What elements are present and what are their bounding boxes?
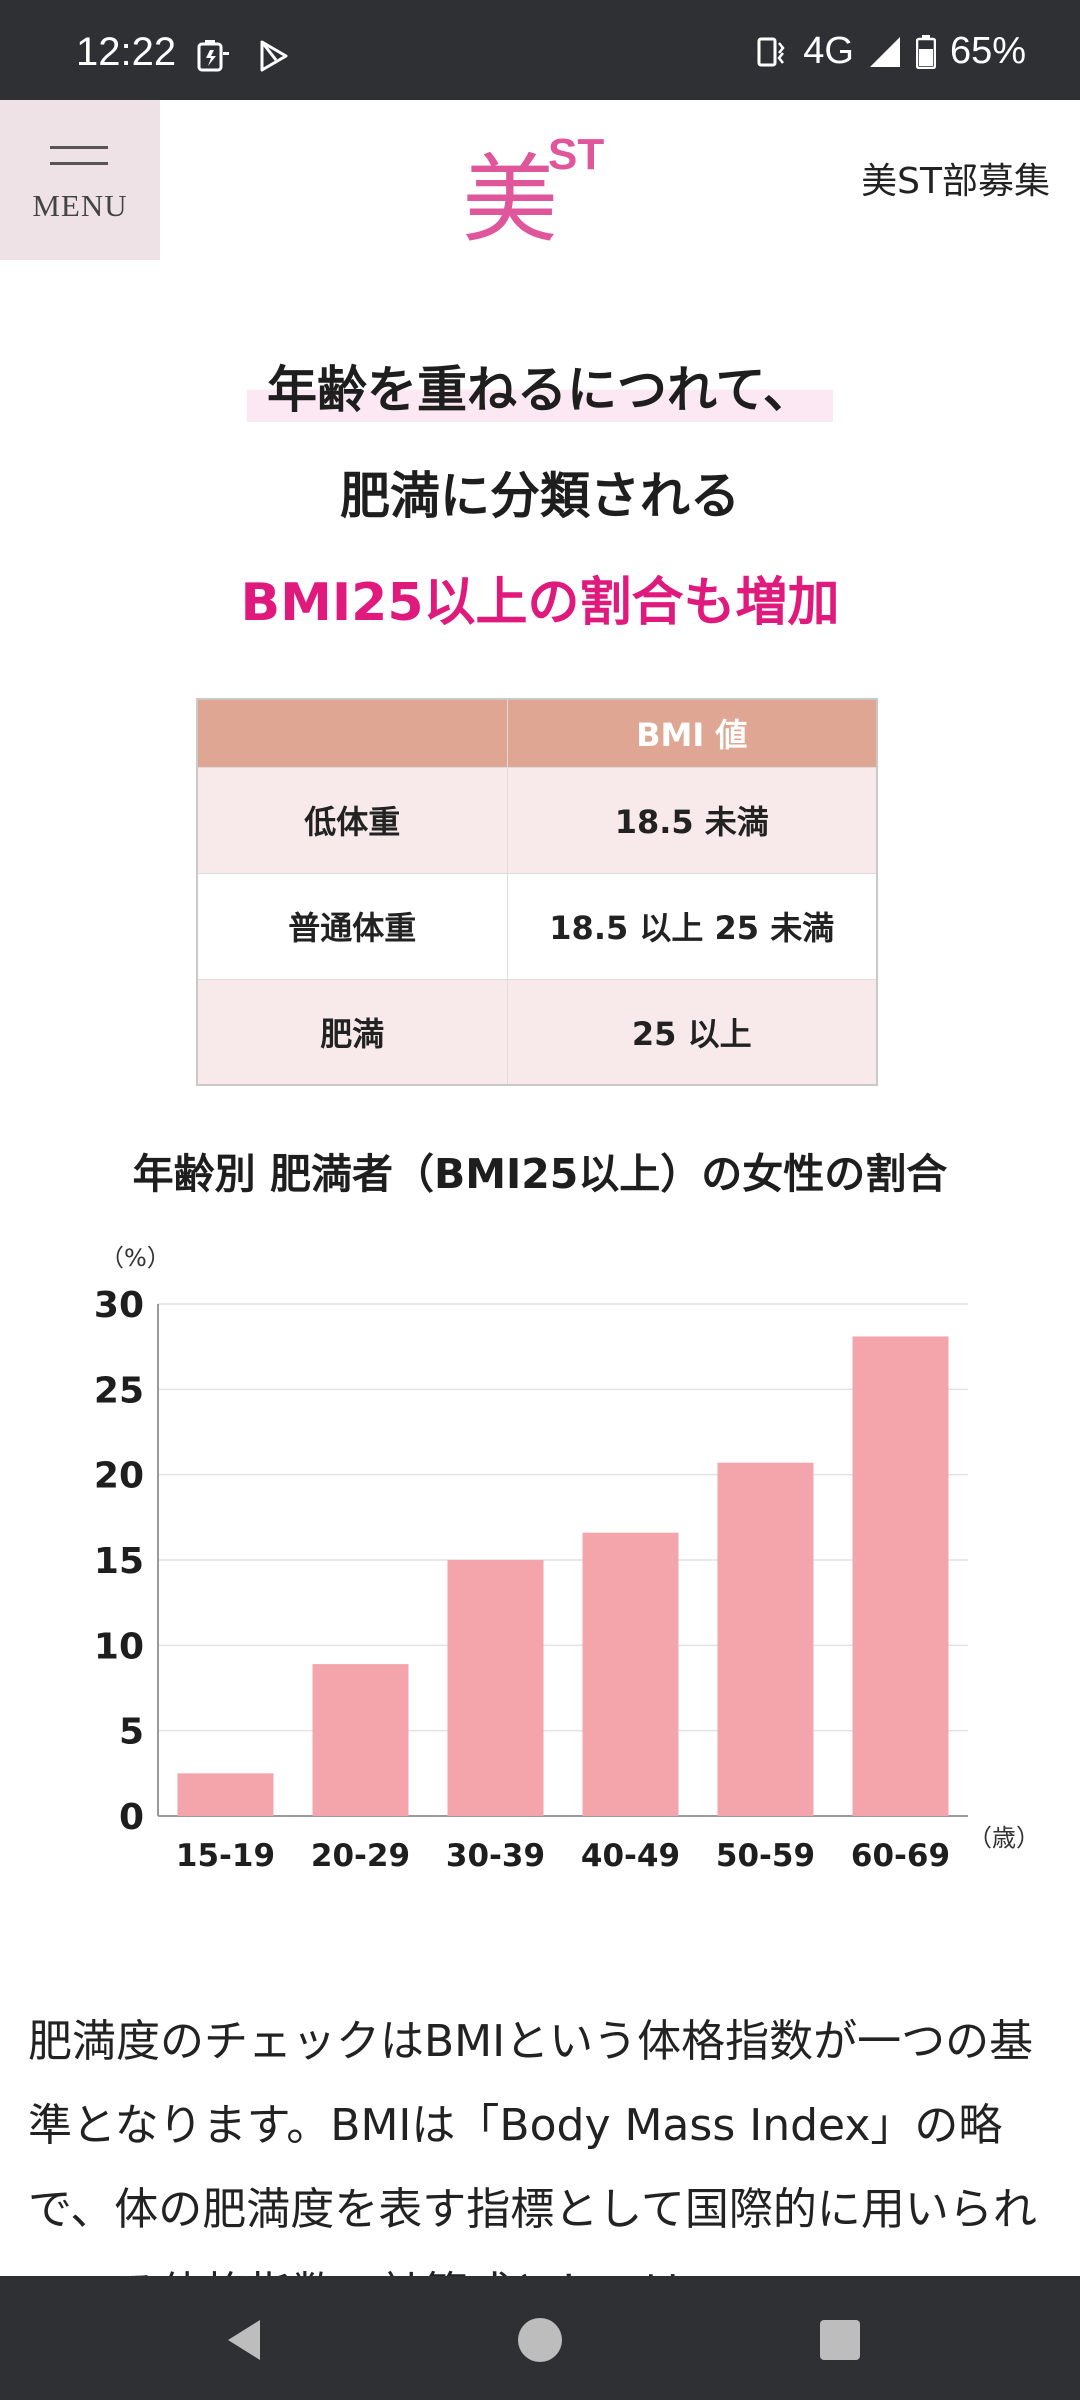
menu-label: MENU	[32, 188, 128, 223]
y-tick-label: 25	[94, 1370, 144, 1411]
hamburger-icon-line	[50, 162, 108, 165]
system-nav-bar	[0, 2276, 1080, 2400]
table-header-cell	[196, 698, 508, 768]
status-time: 12:22	[76, 30, 177, 74]
table-header-row: BMI 値	[196, 698, 878, 768]
table-cell-category: 肥満	[196, 978, 508, 1086]
y-tick-label: 15	[94, 1541, 144, 1582]
status-right: 4G 65%	[755, 30, 1026, 73]
recent-apps-icon[interactable]	[820, 2320, 860, 2360]
logo-kanji: 美	[462, 144, 558, 256]
recruit-link[interactable]: 美ST部募集	[861, 161, 1050, 202]
table-header-cell: BMI 値	[506, 698, 878, 768]
table-row: 普通体重 18.5 以上 25 未満	[196, 872, 878, 980]
hamburger-icon	[50, 146, 108, 149]
y-tick-label: 10	[94, 1626, 144, 1667]
chart-bar	[177, 1773, 274, 1816]
table-cell-category: 普通体重	[196, 872, 508, 980]
bar-chart: 0 5 10 15 20 25 30 （%） （歳） 15-19 20-29 30-39 40-49 50…	[94, 1244, 1040, 1874]
chart-title: 年齢別 肥満者（BMI25以上）の女性の割合	[132, 1150, 948, 1198]
status-bar: 12:22 4G 65%	[0, 0, 1080, 100]
x-tick-label: 15-19	[176, 1838, 275, 1874]
x-unit-label: （歳）	[968, 1824, 1040, 1852]
signal-icon	[869, 36, 900, 67]
menu-button[interactable]: MENU	[0, 100, 160, 260]
bmi-table: BMI 値 低体重 18.5 未満 普通体重 18.5 以上 25 未満 肥満 …	[196, 698, 878, 1086]
table-cell-value: 25 以上	[506, 978, 878, 1086]
chart-bar	[717, 1462, 814, 1816]
table-row: 低体重 18.5 未満	[196, 766, 878, 874]
network-type: 4G	[803, 30, 854, 72]
headline-line-1: 年齢を重ねるにつれて、	[247, 350, 833, 422]
play-store-icon	[260, 40, 288, 72]
chart-bar	[312, 1664, 409, 1816]
article-headline: 年齢を重ねるにつれて、 肥満に分類される BMI25以上の割合も増加	[0, 350, 1080, 635]
y-unit-label: （%）	[100, 1244, 171, 1272]
x-tick-label: 30-39	[446, 1838, 545, 1874]
table-cell-value: 18.5 未満	[506, 766, 878, 874]
vibrate-icon	[757, 37, 785, 66]
y-tick-label: 0	[119, 1797, 144, 1838]
headline-line-2: 肥満に分類される	[340, 467, 740, 525]
battery-icon	[915, 34, 936, 69]
x-tick-label: 40-49	[581, 1838, 680, 1874]
headline-line-3: BMI25以上の割合も増加	[240, 573, 840, 633]
site-header: MENU 美 ST 美ST部募集	[0, 100, 1080, 262]
table-cell-value: 18.5 以上 25 未満	[506, 872, 878, 980]
x-tick-label: 50-59	[716, 1838, 815, 1874]
back-icon[interactable]	[220, 2316, 268, 2364]
chart-bar	[447, 1560, 544, 1816]
chart-bar	[852, 1336, 949, 1816]
x-tick-label: 60-69	[851, 1838, 950, 1874]
table-row: 肥満 25 以上	[196, 978, 878, 1086]
x-tick-label: 20-29	[311, 1838, 410, 1874]
battery-percent: 65%	[949, 30, 1026, 72]
y-tick-label: 30	[94, 1285, 144, 1326]
y-tick-label: 5	[119, 1712, 144, 1753]
site-logo[interactable]: 美 ST	[462, 122, 622, 256]
battery-saver-icon	[197, 40, 229, 72]
table-cell-category: 低体重	[196, 766, 508, 874]
home-icon[interactable]	[518, 2318, 562, 2362]
y-tick-label: 20	[94, 1456, 144, 1497]
logo-st: ST	[548, 130, 605, 179]
chart-bar	[582, 1532, 679, 1816]
